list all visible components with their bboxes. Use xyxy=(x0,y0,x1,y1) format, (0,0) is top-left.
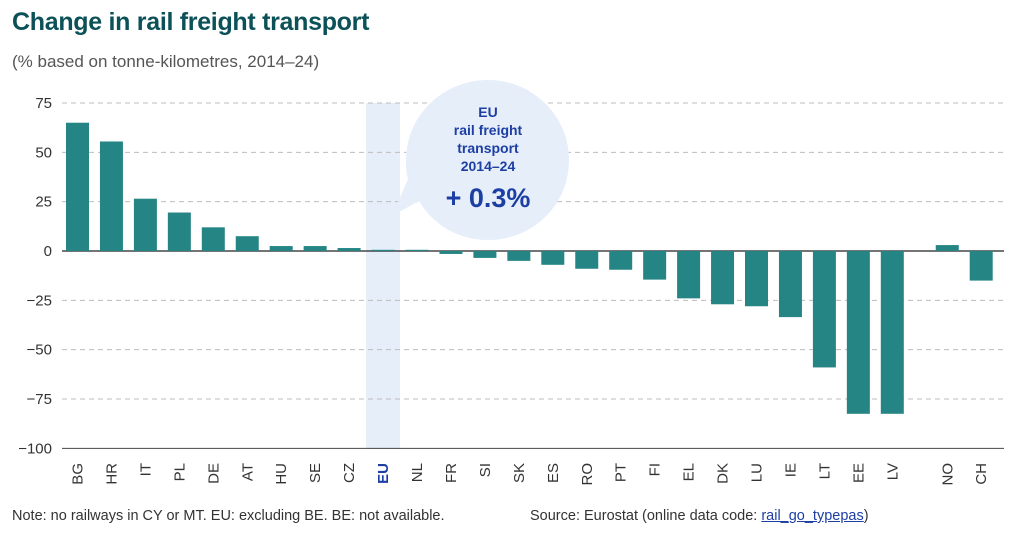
x-tick-label-hr: HR xyxy=(103,463,120,485)
chart-subtitle: (% based on tonne-kilometres, 2014–24) xyxy=(12,52,320,71)
bar-hu xyxy=(269,246,293,251)
y-tick-label: −75 xyxy=(27,391,52,408)
y-tick-label: 50 xyxy=(35,144,52,161)
x-tick-label-lu: LU xyxy=(749,463,766,482)
callout-value: + 0.3% xyxy=(446,183,531,213)
bar-ie xyxy=(778,251,802,318)
callout-line-4: 2014–24 xyxy=(461,158,516,174)
bar-cz xyxy=(337,248,361,251)
eu-highlight-band xyxy=(366,103,401,449)
y-tick-label: −25 xyxy=(27,292,52,309)
x-tick-label-eu: EU xyxy=(375,463,392,484)
x-tick-label-sk: SK xyxy=(511,463,528,483)
callout-line-1: EU xyxy=(478,104,497,120)
source-code-link[interactable]: rail_go_typepas xyxy=(761,508,864,524)
bar-fr xyxy=(439,251,463,254)
x-tick-label-el: EL xyxy=(681,463,698,481)
bar-se xyxy=(303,246,327,251)
x-tick-label-ch: CH xyxy=(973,463,990,485)
callout-line-2: rail freight xyxy=(454,122,523,138)
x-tick-label-ie: IE xyxy=(782,463,799,477)
x-tick-label-at: AT xyxy=(239,463,256,481)
bar-eu xyxy=(371,249,395,251)
callout-bubble xyxy=(392,80,569,240)
bar-lu xyxy=(745,251,768,307)
bar-lv xyxy=(880,251,904,414)
bar-fi xyxy=(643,251,667,280)
footnote: Note: no railways in CY or MT. EU: exclu… xyxy=(12,508,445,524)
bar-pl xyxy=(167,212,191,251)
callout-line-3: transport xyxy=(457,140,519,156)
bar-it xyxy=(133,198,157,251)
x-tick-label-lt: LT xyxy=(816,463,833,479)
x-tick-label-ro: RO xyxy=(579,463,596,486)
x-tick-label-si: SI xyxy=(477,463,494,477)
x-tick-label-lv: LV xyxy=(884,463,901,480)
x-tick-label-de: DE xyxy=(205,463,222,484)
x-tick-label-it: IT xyxy=(137,463,154,476)
x-tick-label-fi: FI xyxy=(647,463,664,476)
x-tick-label-cz: CZ xyxy=(341,463,358,483)
chart-title: Change in rail freight transport xyxy=(12,8,370,36)
x-tick-label-dk: DK xyxy=(715,463,732,484)
bar-ro xyxy=(575,251,599,269)
bar-el xyxy=(677,251,701,299)
bar-sk xyxy=(507,251,531,261)
x-tick-label-pl: PL xyxy=(171,463,188,481)
x-tick-label-nl: NL xyxy=(409,463,426,482)
y-tick-label: −100 xyxy=(18,440,52,457)
bar-no xyxy=(935,245,959,251)
y-tick-label: 75 xyxy=(35,95,52,112)
x-tick-label-pt: PT xyxy=(613,463,630,482)
bar-pt xyxy=(609,251,633,270)
x-tick-label-fr: FR xyxy=(443,463,460,483)
bar-nl xyxy=(405,249,429,251)
bar-si xyxy=(473,251,497,258)
x-tick-label-ee: EE xyxy=(850,463,867,483)
bar-de xyxy=(201,227,225,251)
bar-ee xyxy=(846,251,870,414)
y-tick-label: 25 xyxy=(35,194,52,211)
bar-lt xyxy=(812,251,836,368)
bar-chart: 75 50 25 0 −25 −50 −75 −100 BG HR IT PL DE AT HU SE CZ E… xyxy=(18,80,1004,486)
x-tick-label-se: SE xyxy=(307,463,324,483)
y-tick-label: −50 xyxy=(27,342,52,359)
bar-at xyxy=(235,236,259,251)
bar-dk xyxy=(711,251,735,305)
source-prefix: Source: Eurostat (online data code: xyxy=(530,508,762,524)
bar-hr xyxy=(99,141,123,251)
x-tick-label-hu: HU xyxy=(273,463,290,485)
bar-bg xyxy=(66,122,89,251)
y-tick-label: 0 xyxy=(44,243,52,260)
bar-es xyxy=(541,251,565,265)
x-tick-label-es: ES xyxy=(545,463,562,483)
source-suffix: ) xyxy=(863,508,869,524)
x-tick-label-bg: BG xyxy=(70,463,87,485)
source-line: Source: Eurostat (online data code: rail… xyxy=(530,508,869,524)
x-tick-label-no: NO xyxy=(939,463,956,486)
bar-ch xyxy=(969,251,993,281)
